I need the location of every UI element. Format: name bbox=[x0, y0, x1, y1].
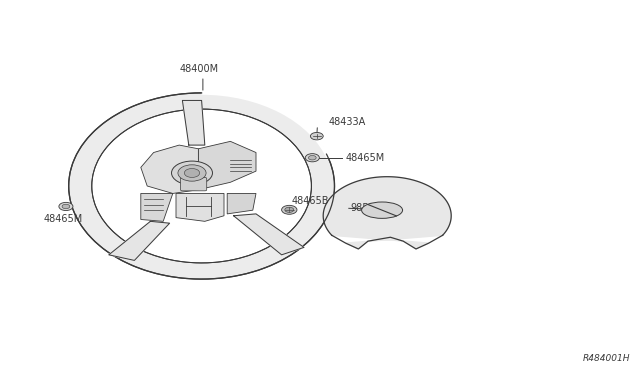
Polygon shape bbox=[109, 221, 170, 260]
Polygon shape bbox=[234, 214, 304, 255]
Circle shape bbox=[285, 207, 294, 212]
Text: 48465B: 48465B bbox=[292, 196, 330, 206]
FancyBboxPatch shape bbox=[180, 177, 207, 191]
Text: 48433A: 48433A bbox=[328, 117, 365, 127]
Circle shape bbox=[62, 204, 70, 209]
Polygon shape bbox=[323, 177, 451, 249]
Polygon shape bbox=[227, 193, 256, 214]
Polygon shape bbox=[176, 193, 224, 221]
Polygon shape bbox=[141, 145, 198, 193]
Circle shape bbox=[308, 155, 316, 160]
Text: 98510M: 98510M bbox=[351, 203, 390, 213]
Ellipse shape bbox=[68, 93, 335, 279]
Polygon shape bbox=[141, 193, 173, 221]
Ellipse shape bbox=[362, 202, 403, 218]
Circle shape bbox=[305, 154, 319, 162]
Circle shape bbox=[184, 169, 200, 177]
Circle shape bbox=[310, 132, 323, 140]
Circle shape bbox=[172, 161, 212, 185]
Text: 48465M: 48465M bbox=[44, 214, 83, 224]
Polygon shape bbox=[182, 100, 205, 145]
Text: 48465M: 48465M bbox=[346, 153, 385, 163]
Circle shape bbox=[59, 202, 73, 211]
Polygon shape bbox=[198, 141, 256, 190]
Text: R484001H: R484001H bbox=[583, 354, 630, 363]
Circle shape bbox=[178, 165, 206, 181]
Circle shape bbox=[282, 205, 297, 214]
Ellipse shape bbox=[92, 109, 312, 263]
Text: 48400M: 48400M bbox=[179, 64, 218, 74]
